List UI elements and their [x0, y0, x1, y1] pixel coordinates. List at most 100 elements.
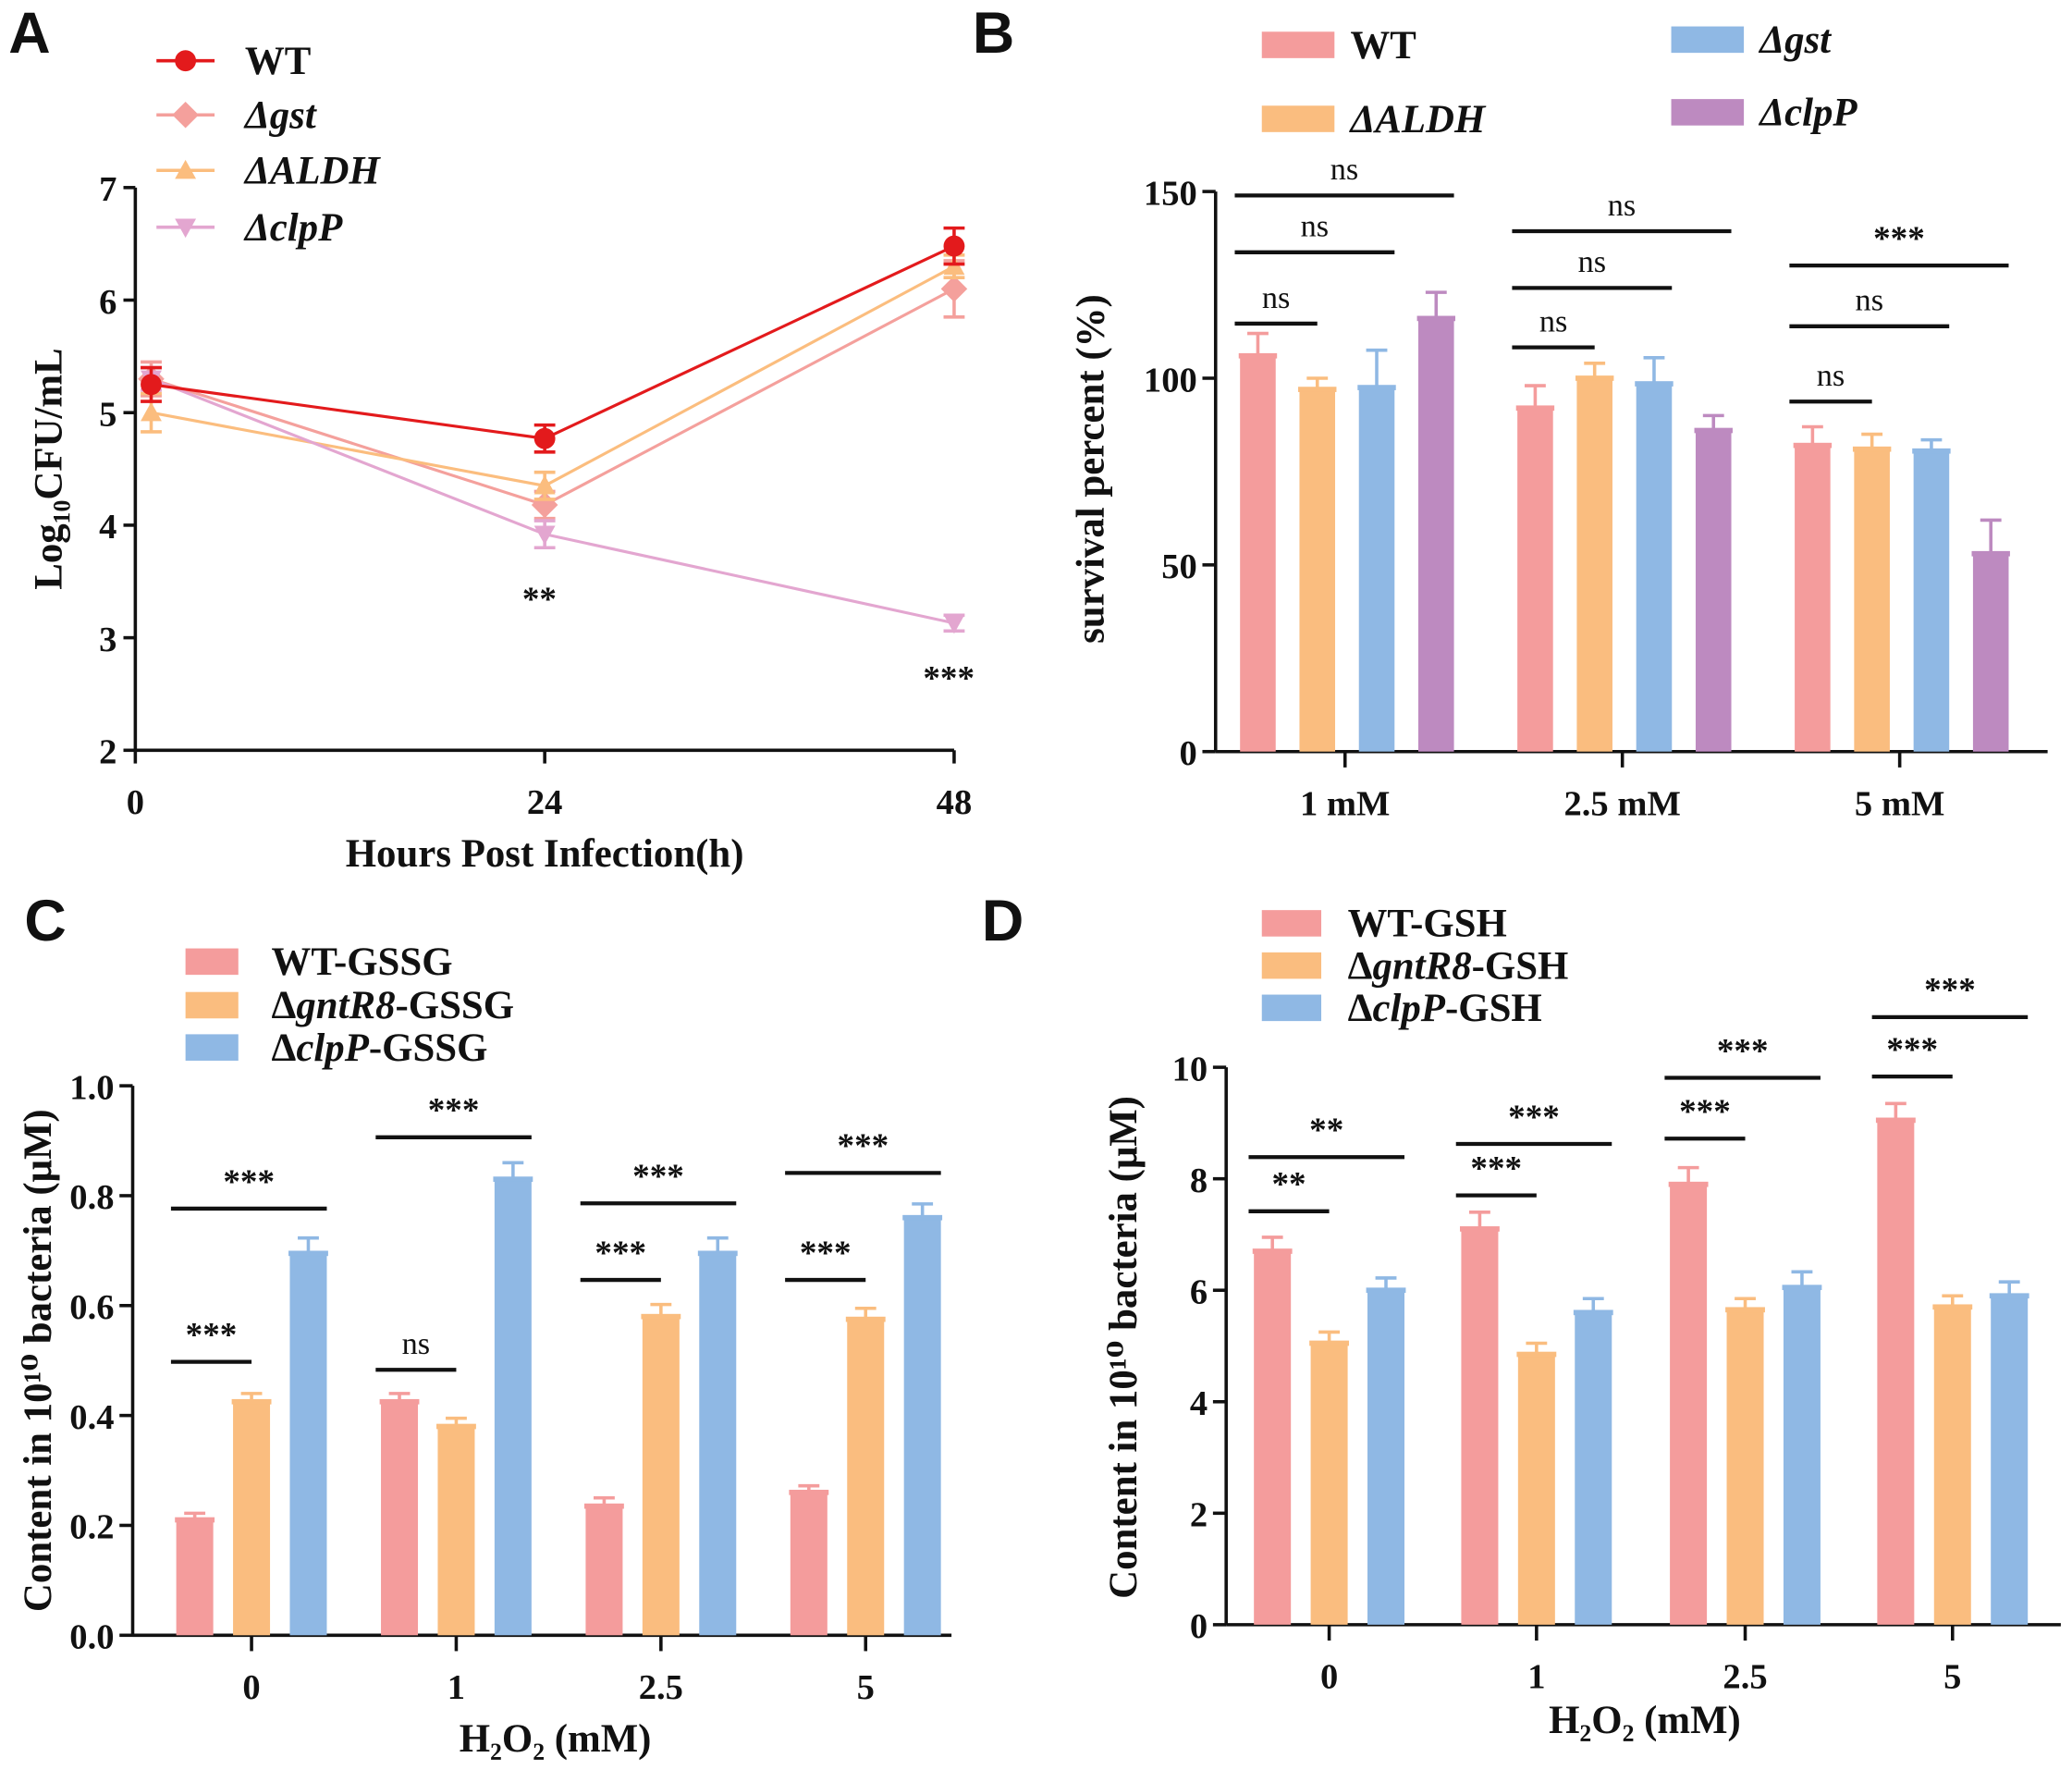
x-tick-label: 2.5 [1723, 1657, 1767, 1696]
bar-ΔclpP-GSSG [699, 1253, 737, 1636]
y-tick-label: 150 [1144, 174, 1197, 213]
y-tick-label: 0.8 [69, 1178, 114, 1217]
y-tick-label: 6 [1190, 1273, 1208, 1312]
bar-ΔclpP [1418, 318, 1454, 752]
bar-top [789, 1489, 829, 1495]
bar-top [1515, 405, 1555, 412]
y-tick-label: 3 [99, 621, 116, 659]
bar-top [1416, 315, 1456, 322]
significance-label: *** [1679, 1093, 1731, 1131]
bar-top [1635, 381, 1674, 387]
x-tick-label: 0 [242, 1668, 260, 1707]
bar-ΔclpP [1695, 430, 1732, 752]
panel-letter-d: D [982, 889, 1024, 953]
marker-triangle-down [175, 218, 197, 239]
x-tick-label: 0 [127, 783, 144, 822]
significance-label: ns [1262, 280, 1290, 315]
bar-top [1725, 1307, 1765, 1313]
bar-WT-GSSG [381, 1401, 419, 1636]
y-tick-label: 100 [1144, 361, 1197, 399]
bar-top [697, 1250, 738, 1257]
legend-label: ΔgntR8-GSH [1348, 944, 1569, 988]
bar-top [584, 1503, 624, 1509]
marker-triangle-up [533, 474, 556, 495]
bar-WT-GSSG [790, 1492, 828, 1636]
legend-swatch [1261, 910, 1322, 937]
bar-top [1694, 427, 1733, 434]
significance-label: ns [1578, 244, 1606, 279]
bar-ΔclpP [1972, 553, 2009, 752]
x-tick-label: 5 mM [1855, 784, 1944, 823]
y-tick-label: 5 [99, 396, 116, 435]
x-tick-label: 1 mM [1300, 784, 1390, 823]
panel-letter-c: C [24, 889, 66, 953]
significance-label: ** [522, 581, 557, 619]
bar-ΔALDH [1299, 389, 1336, 752]
panel-d-chart: 0 2 4 6 8 10 0 1 2.5 5 H₂O₂ (mM) Content in 10¹⁰ ba… [1102, 903, 2061, 1742]
bar-ΔgntR8-GSH [1310, 1343, 1348, 1625]
bar-top [1668, 1181, 1709, 1187]
significance-label: ns [1301, 209, 1329, 244]
bar-ΔALDH [1576, 377, 1612, 752]
bar-top [1516, 1351, 1557, 1358]
bar-top [902, 1214, 943, 1221]
y-tick-label: 4 [99, 508, 116, 547]
y-axis-label: Content in 10¹⁰ bacteria (μM) [17, 1109, 60, 1612]
legend-label: WT [1350, 24, 1416, 68]
y-tick-label: 6 [99, 283, 116, 322]
x-tick-label: 0 [1320, 1657, 1338, 1696]
panel-b-chart: 0 50 100 150 1 mM 2.5 mM 5 mM survival percent … [1069, 18, 2048, 823]
bar-top [1366, 1287, 1406, 1294]
bar-WT-GSH [1670, 1184, 1708, 1625]
legend-swatch [185, 1034, 239, 1061]
bar-Δgst [1358, 387, 1395, 752]
bar-top [1309, 1340, 1350, 1346]
significance-label: *** [838, 1127, 889, 1165]
significance-label: *** [1717, 1032, 1769, 1070]
y-axis-label: Content in 10¹⁰ bacteria (μM) [1102, 1096, 1146, 1599]
legend-swatch [1261, 952, 1322, 979]
legend-label: Δgst [1758, 18, 1832, 62]
marker-circle [141, 374, 162, 396]
panel-a-chart: 2 3 4 5 6 7 0 24 48 Hours Post Infection(h) Log₁₀C… [27, 40, 975, 876]
marker-triangle-down [943, 614, 965, 634]
y-tick-label: 0 [1179, 734, 1196, 773]
panel-letter-a: A [8, 1, 50, 66]
significance-label: ns [1817, 358, 1845, 393]
bar-Δgst [1636, 384, 1673, 752]
marker-circle [533, 427, 556, 449]
significance-label: ** [1309, 1112, 1343, 1149]
legend-label: WT [245, 40, 311, 83]
bar-ΔclpP-GSSG [289, 1253, 327, 1636]
marker-circle [943, 235, 965, 257]
bar-ΔgntR8-GSH [1726, 1309, 1764, 1625]
bar-ΔgntR8-GSSG [642, 1316, 680, 1636]
significance-label: *** [1924, 972, 1976, 1010]
x-tick-label: 1 [448, 1668, 465, 1707]
legend-label: ΔclpP [243, 206, 343, 250]
legend-label: ΔALDH [243, 150, 382, 193]
marker-triangle-down [533, 525, 556, 546]
legend-swatch [1261, 994, 1322, 1022]
panel-c-chart: 0.0 0.2 0.4 0.6 0.8 1.0 0 1 2.5 5 H₂O₂ (mM) Content… [17, 940, 952, 1761]
bar-ΔgntR8-GSH [1517, 1354, 1555, 1625]
significance-label: *** [223, 1163, 275, 1201]
x-tick-label: 1 [1527, 1657, 1545, 1696]
y-tick-label: 0.6 [69, 1288, 114, 1327]
bar-ΔclpP-GSSG [494, 1179, 532, 1636]
legend-swatch [1261, 105, 1335, 132]
significance-label: *** [1470, 1150, 1522, 1188]
legend-label: ΔclpP-GSSG [271, 1026, 487, 1070]
bar-top [175, 1517, 215, 1523]
y-tick-label: 2 [1190, 1496, 1208, 1535]
x-axis-label: Hours Post Infection(h) [346, 832, 744, 876]
bar-top [1932, 1304, 1973, 1310]
significance-label: ns [402, 1326, 430, 1361]
series-ΔALDH [141, 253, 965, 501]
bar-ΔclpP-GSH [1367, 1290, 1405, 1625]
x-tick-label: 5 [1943, 1657, 1961, 1696]
legend-label: Δgst [243, 94, 317, 138]
bar-WT-GSH [1877, 1120, 1915, 1625]
bar-top [1989, 1293, 2029, 1299]
